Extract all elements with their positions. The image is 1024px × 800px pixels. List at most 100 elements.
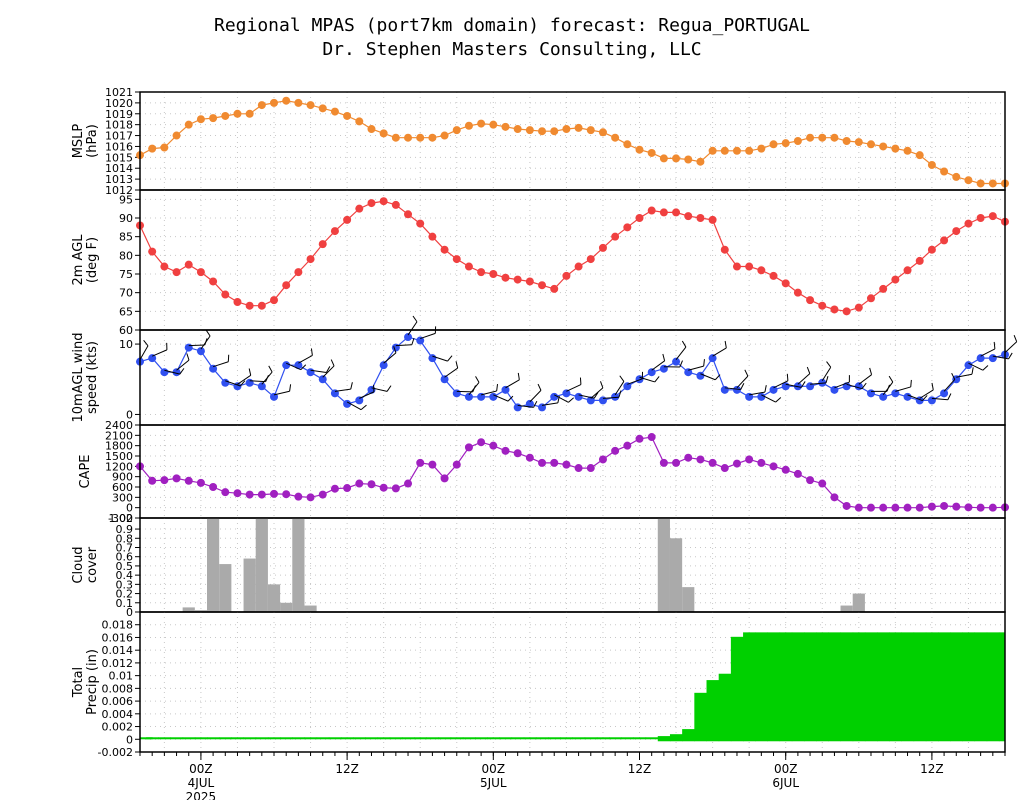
x-tick-label: 4JUL [188,776,215,790]
wind-barb [895,386,911,392]
wind-barb [395,344,412,347]
wind-barb-feather [825,376,829,384]
precip-bar [877,632,890,742]
wind-barb [407,321,418,336]
data-point-wind [452,389,461,398]
precip-bar [353,737,366,740]
wind-barb [529,390,542,403]
y-tick-label: 85 [119,231,133,244]
wind-barb [724,387,741,390]
precip-bar [182,737,196,740]
wind-barb [968,362,984,371]
precip-bar [925,632,939,742]
wind-barb [444,367,458,378]
data-point-wind [245,378,254,387]
y-axis-label: MSLP [71,124,86,159]
precip-bar [621,737,634,740]
data-point-wind [343,399,352,408]
cloud-bar [292,518,305,612]
y-tick-label: 1.02 [109,512,134,525]
data-point-wind [866,389,875,398]
data-point-temp [988,212,997,221]
data-point-cape [781,465,790,474]
precip-bar [487,737,500,740]
wind-barb [493,394,509,402]
data-point-cape [854,503,863,512]
wind-barb-feather [300,364,307,371]
precip-bar [207,737,220,740]
data-point-temp [562,271,571,280]
wind-barb [700,373,716,381]
precip-bar [803,632,817,742]
y-tick-label: 0.2 [116,588,134,601]
precip-bar [633,737,647,740]
wind-barb [212,361,229,368]
data-point-wind [769,385,778,394]
wind-barb-feather [724,340,727,348]
data-point-temp [306,255,315,264]
wind-barb [322,365,335,378]
precip-bar [499,737,513,740]
data-point-temp [598,243,607,252]
precip-bar [828,632,842,742]
precip-bar [304,737,318,740]
cloud-bar [243,558,256,612]
y-axis-label: Total [71,667,86,698]
wind-barb-feather [268,365,273,373]
chart-subtitle: Dr. Stephen Masters Consulting, LLC [322,39,701,60]
data-point-cape [391,484,400,493]
wind-barb [237,374,252,385]
data-point-cape [672,458,681,467]
y-tick-label: 1019 [105,108,133,121]
data-point-wind [440,375,449,384]
data-point-cape [538,458,547,467]
data-point-mslp [611,133,620,142]
precip-bar [767,632,781,742]
data-point-cape [343,484,352,493]
precip-bar [840,632,854,742]
wind-barb-feather [826,361,832,368]
data-point-cape [257,490,266,499]
precip-bar [231,737,245,740]
data-point-temp [367,199,376,208]
cloud-bar [219,564,232,612]
data-point-wind [927,396,936,405]
data-point-wind [489,392,498,401]
precip-bar [194,737,208,740]
wind-barb [1004,341,1018,353]
y-tick-label: 2100 [105,429,133,442]
data-point-wind [659,364,668,373]
precip-bar [389,737,403,740]
wind-barb-feather [654,376,660,383]
data-point-mslp [440,131,449,140]
data-point-temp [696,214,705,222]
data-point-cape [160,476,169,485]
data-point-wind [684,368,693,377]
precip-bar [535,737,549,740]
precip-bar [913,632,927,742]
wind-barb-feather [703,359,705,367]
wind-barb [931,397,948,401]
cloud-bar [840,605,853,612]
wind-barb-feather [982,365,989,371]
data-point-temp [745,262,754,271]
data-point-wind [647,368,656,377]
wind-barb [310,369,327,373]
wind-barb-feather [330,359,335,367]
y-tick-label: 0.6 [116,551,134,564]
data-point-cape [221,488,230,497]
data-point-mslp [927,160,936,169]
precip-bar [816,632,829,742]
wind-barb [943,379,956,392]
wind-barb-feather [1013,335,1018,342]
precip-bar [158,737,171,740]
wind-barb [371,387,388,392]
y-axis-label: cover [85,546,100,583]
data-point-temp [952,227,961,236]
wind-barb-feather [800,381,806,388]
y-tick-label: 0.014 [102,644,134,657]
data-point-temp [452,255,461,264]
data-point-temp [391,200,400,209]
chart-title: Regional MPAS (port7km domain) forecast:… [214,15,810,36]
wind-barb [298,354,313,364]
